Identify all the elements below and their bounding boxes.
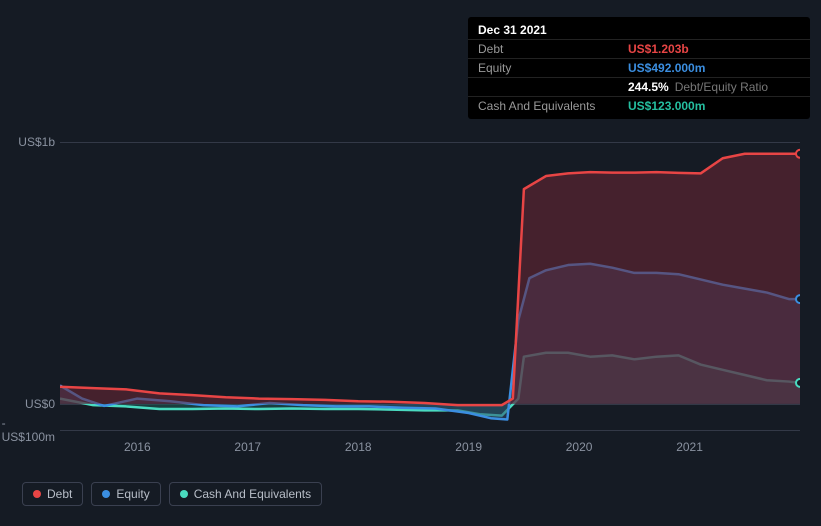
legend-dot — [102, 490, 110, 498]
tooltip-row-label — [478, 80, 628, 94]
end-marker — [796, 379, 800, 387]
tooltip-date: Dec 31 2021 — [478, 23, 547, 37]
tooltip-row: DebtUS$1.203b — [468, 39, 810, 58]
chart-svg — [60, 142, 800, 430]
x-tick-label: 2018 — [345, 440, 372, 454]
legend-label: Debt — [47, 487, 72, 501]
tooltip-box: Dec 31 2021DebtUS$1.203bEquityUS$492.000… — [468, 17, 810, 119]
end-marker — [796, 295, 800, 303]
x-tick-label: 2019 — [455, 440, 482, 454]
legend: Debt Equity Cash And Equivalents — [22, 482, 322, 506]
x-tick-label: 2016 — [124, 440, 151, 454]
legend-label: Equity — [116, 487, 149, 501]
y-tick-label: US$1b — [18, 135, 55, 149]
tooltip-row: EquityUS$492.000m — [468, 58, 810, 77]
y-tick-label: US$0 — [25, 397, 55, 411]
series-area — [60, 154, 800, 405]
tooltip-row-label: Debt — [478, 42, 628, 56]
legend-dot — [180, 490, 188, 498]
tooltip-row: 244.5% Debt/Equity Ratio — [468, 77, 810, 96]
tooltip-row-value: 244.5% — [628, 80, 669, 94]
tooltip-ratio-label: Debt/Equity Ratio — [675, 80, 768, 94]
tooltip-row-label: Equity — [478, 61, 628, 75]
legend-dot — [33, 490, 41, 498]
legend-item[interactable]: Debt — [22, 482, 83, 506]
tooltip-row-value: US$123.000m — [628, 99, 705, 113]
tooltip-row-label: Cash And Equivalents — [478, 99, 628, 113]
chart: US$1bUS$0-US$100m20162017201820192020202… — [60, 142, 800, 430]
tooltip-row-value: US$1.203b — [628, 42, 689, 56]
tooltip-row: Cash And EquivalentsUS$123.000m — [468, 96, 810, 115]
x-tick-label: 2017 — [234, 440, 261, 454]
legend-item[interactable]: Cash And Equivalents — [169, 482, 322, 506]
gridline — [60, 430, 800, 431]
tooltip-row-value: US$492.000m — [628, 61, 705, 75]
legend-item[interactable]: Equity — [91, 482, 160, 506]
legend-label: Cash And Equivalents — [194, 487, 311, 501]
end-marker — [796, 150, 800, 158]
y-tick-label: -US$100m — [2, 416, 55, 444]
x-tick-label: 2021 — [676, 440, 703, 454]
x-tick-label: 2020 — [566, 440, 593, 454]
